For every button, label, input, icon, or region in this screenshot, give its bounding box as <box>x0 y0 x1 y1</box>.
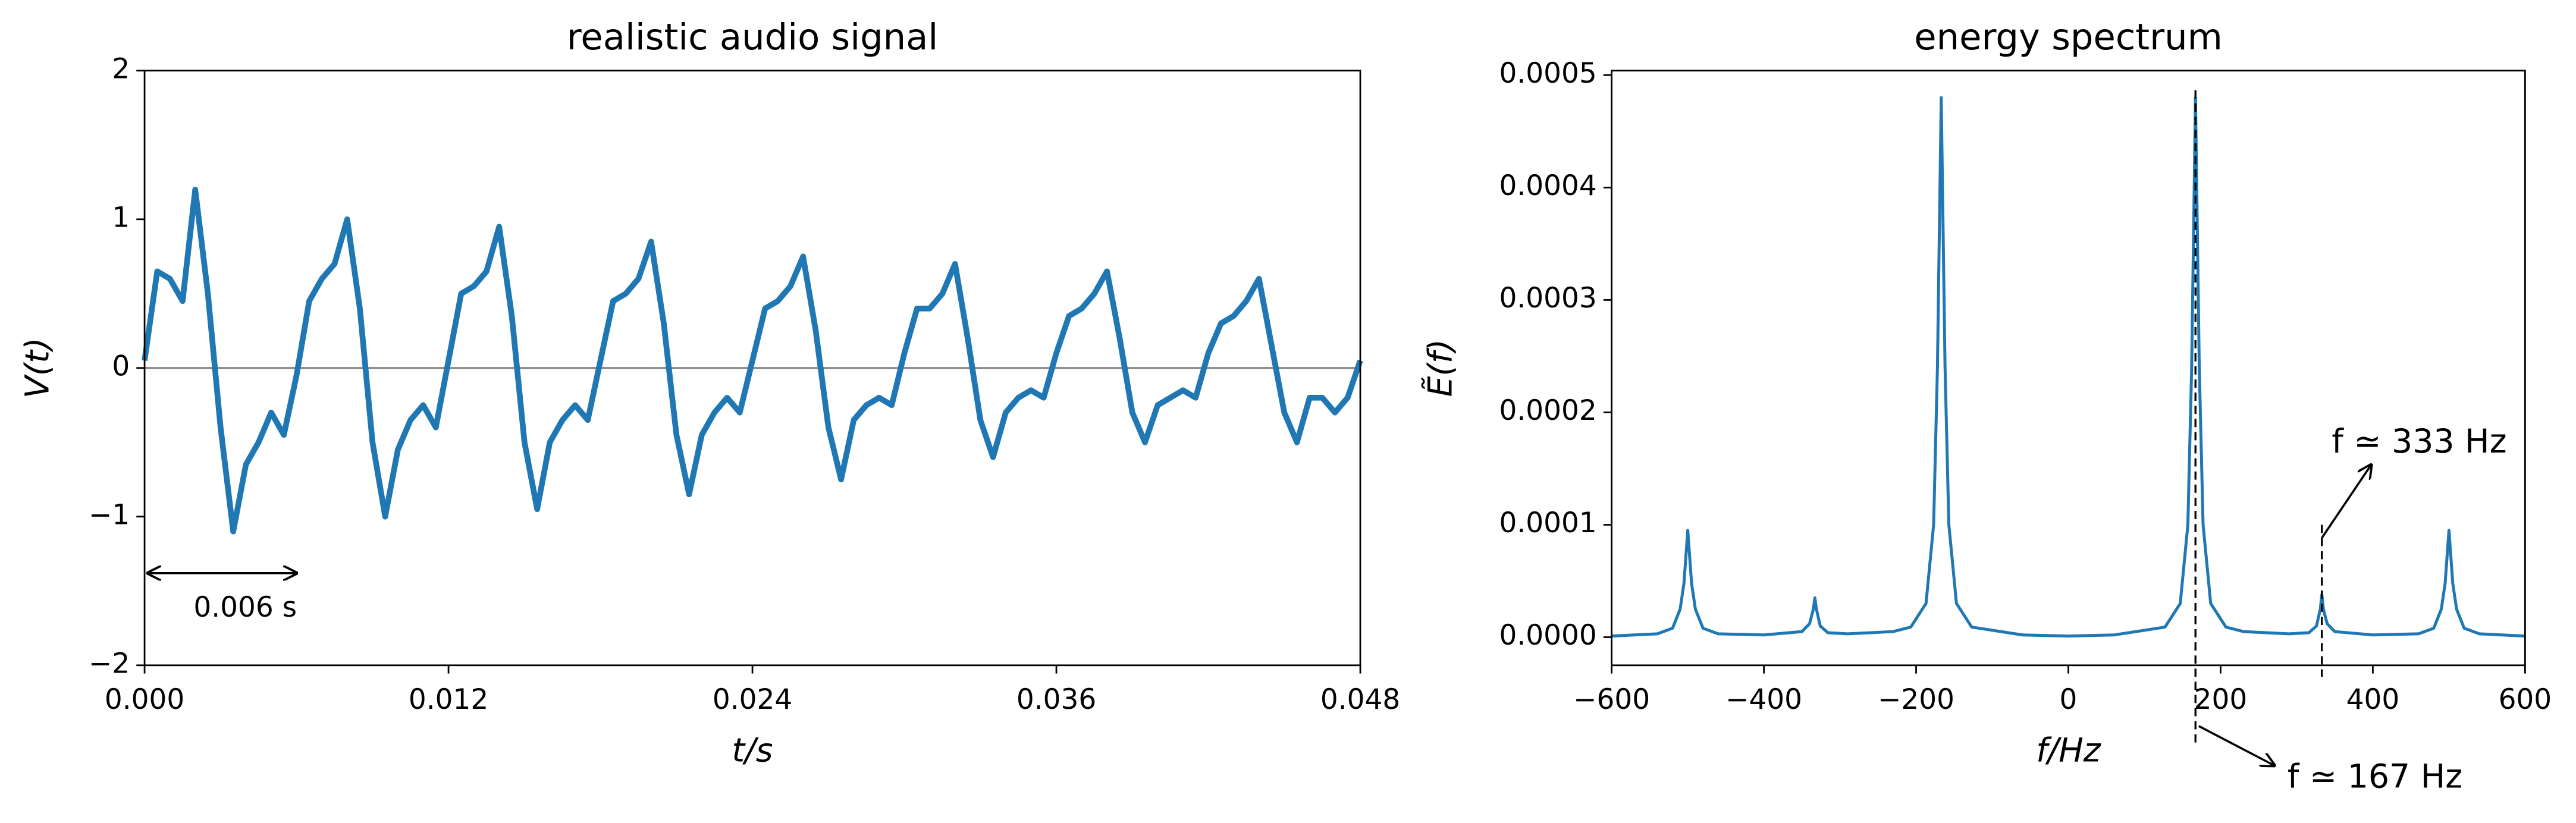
x-tick-label: 400 <box>2346 683 2400 716</box>
signal-line <box>142 186 1363 535</box>
x-tick-label: −600 <box>1573 683 1650 716</box>
y-tick-label: −1 <box>89 498 130 531</box>
x-tick-label: 0.036 <box>1016 683 1096 716</box>
x-tick-label: −400 <box>1725 683 1802 716</box>
x-tick-label: 0.048 <box>1320 683 1400 716</box>
x-tick-label: 0.012 <box>409 683 488 716</box>
annotation: f ≃ 167 Hz <box>2288 758 2462 796</box>
plot-frame <box>1611 70 2526 667</box>
x-tick-label: 0 <box>2060 683 2078 716</box>
signal-line <box>1611 96 2525 638</box>
annotation: f ≃ 333 Hz <box>2332 423 2506 461</box>
x-tick-label: 0.000 <box>105 683 184 716</box>
x-tick-label: 600 <box>2499 683 2552 716</box>
span-label: 0.006 s <box>193 591 297 624</box>
chart-title: energy spectrum <box>1914 17 2223 58</box>
x-tick-label: −200 <box>1878 683 1954 716</box>
y-tick-label: 0.0001 <box>1499 507 1597 539</box>
annotation-arrow <box>2198 725 2274 765</box>
x-axis-label: f/Hz <box>2036 731 2101 769</box>
x-tick-label: 200 <box>2194 683 2248 716</box>
plot-frame <box>143 70 1361 667</box>
x-axis-label: t/s <box>732 731 773 769</box>
y-tick-label: 0.0002 <box>1499 394 1597 427</box>
y-tick-label: 0.0000 <box>1499 619 1597 652</box>
y-tick-label: 0 <box>112 350 130 382</box>
annotation-arrow <box>2321 465 2371 539</box>
y-tick-label: 0.0004 <box>1499 169 1597 202</box>
y-tick-label: 1 <box>112 201 130 234</box>
y-tick-label: 0.0003 <box>1499 282 1597 315</box>
y-axis-label: Ẽ(f) <box>1421 339 1460 397</box>
chart-title: realistic audio signal <box>567 17 939 58</box>
y-tick-label: −2 <box>89 647 130 680</box>
y-axis-label: V(t) <box>18 338 57 399</box>
y-tick-label: 2 <box>112 52 130 85</box>
x-tick-label: 0.024 <box>713 683 792 716</box>
y-tick-label: 0.0005 <box>1499 57 1597 90</box>
